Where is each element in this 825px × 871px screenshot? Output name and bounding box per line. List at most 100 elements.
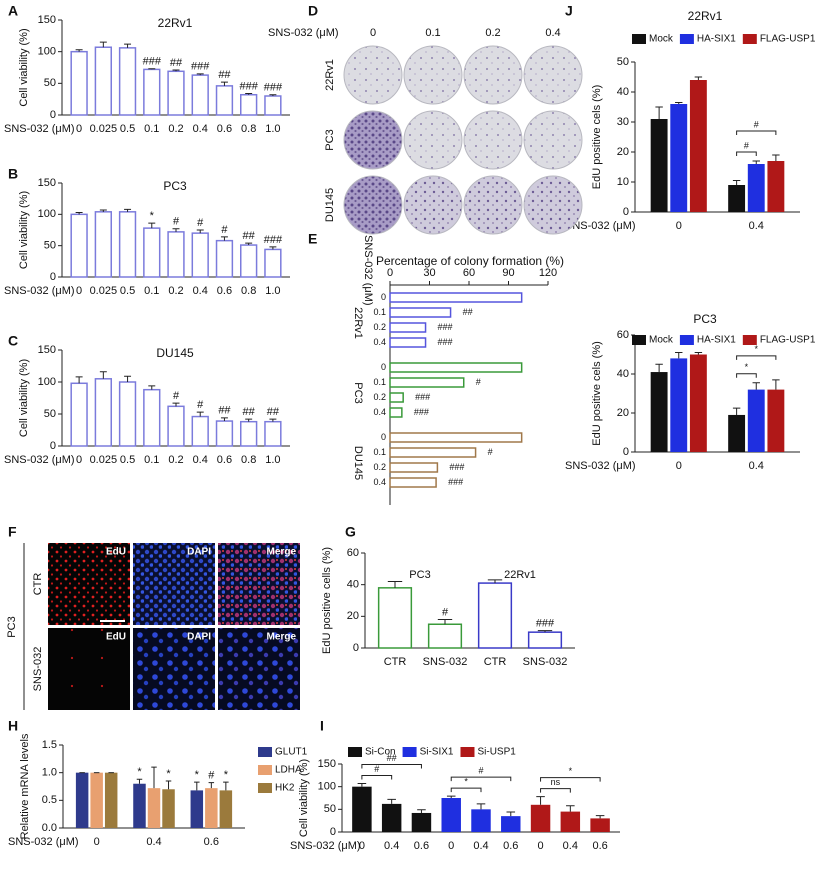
bar: [219, 790, 233, 828]
bar: [389, 307, 452, 318]
error-bar: [99, 41, 107, 48]
x-tick-label: 0.6: [204, 836, 219, 848]
significance-label: ###: [536, 617, 555, 629]
x-tick-label: 0.2: [168, 454, 183, 466]
error-bar: [172, 402, 180, 407]
significance-label: *: [166, 768, 171, 780]
error-bar: [537, 630, 553, 633]
panel-letter: A: [8, 3, 18, 19]
significance-label: #: [173, 390, 180, 402]
significance-label: ###: [414, 407, 429, 417]
bar: [389, 462, 439, 473]
x-tick-label: 0.4: [193, 454, 208, 466]
x-tick-label: 0.2: [168, 123, 183, 135]
bar: [191, 415, 209, 447]
legend-label: Mock: [649, 34, 674, 45]
comparison-label: *: [745, 362, 749, 372]
error-bar: [196, 411, 204, 417]
colony-plate: [523, 175, 583, 235]
panel-letter: E: [308, 231, 317, 247]
micrograph: [133, 628, 215, 710]
colony-plate: [343, 45, 403, 105]
y-tick-label: 40: [617, 368, 629, 380]
bar: [352, 786, 372, 832]
colony-plate: [403, 110, 463, 170]
x-tick-label: 0.5: [120, 123, 135, 135]
bar: [650, 372, 668, 452]
y-tick-label: 50: [617, 56, 629, 68]
y-tick-label: 0.4: [373, 337, 386, 347]
legend-swatch: [632, 335, 646, 345]
y-tick-label: 0: [381, 292, 386, 302]
significance-label: ###: [191, 61, 210, 73]
x-tick-label: 0.8: [241, 285, 256, 297]
bar: [240, 420, 258, 447]
comparison-label: *: [569, 766, 573, 776]
y-tick-label: 0.1: [373, 377, 386, 387]
x-tick-label: 0.2: [168, 285, 183, 297]
error-bar: [194, 781, 200, 791]
y-tick-label: 0: [381, 432, 386, 442]
error-bar: [752, 160, 760, 164]
error-bar: [99, 371, 107, 379]
y-tick-label: 0.4: [373, 477, 386, 487]
group-label: DU145: [352, 446, 364, 480]
error-bar: [566, 805, 575, 812]
comparison-label: *: [464, 777, 468, 787]
error-bar: [752, 382, 760, 390]
bar: [389, 432, 523, 443]
error-bar: [148, 68, 156, 70]
micrograph: [133, 543, 215, 625]
y-tick-label: 60: [617, 329, 629, 341]
x-tick-label: SNS-032: [423, 656, 468, 668]
y-tick-label: 1.0: [42, 767, 57, 779]
significance-label: #: [476, 377, 481, 387]
chart-title: 22Rv1: [688, 9, 723, 23]
significance-label: ###: [448, 477, 463, 487]
legend-label: HK2: [275, 783, 295, 794]
significance-label: ##: [463, 307, 473, 317]
x-tick-label: 0.4: [473, 840, 488, 852]
comparison-label: ##: [387, 753, 397, 763]
legend-swatch: [679, 335, 694, 345]
y-tick-label: 0.2: [373, 322, 386, 332]
x-tick-label: 0.5: [120, 285, 135, 297]
error-bar: [772, 154, 780, 161]
error-bar: [223, 781, 229, 791]
legend-swatch: [679, 34, 694, 44]
y-tick-label: 100: [38, 208, 56, 220]
bar: [147, 788, 161, 828]
significance-label: *: [224, 769, 229, 781]
error-bar: [417, 809, 426, 813]
legend-label: Si-USP1: [477, 747, 516, 758]
error-bar: [220, 417, 228, 422]
x-tick-label: 0: [76, 454, 82, 466]
bar: [389, 447, 477, 458]
bar: [167, 70, 185, 116]
y-tick-label: 30: [617, 116, 629, 128]
bar: [215, 420, 234, 447]
x-tick-label: 0.5: [120, 454, 135, 466]
legend-swatch: [258, 747, 272, 757]
significance-label: *: [195, 769, 200, 781]
comparison-bracket: [450, 776, 512, 782]
error-bar: [220, 81, 228, 86]
significance-label: #: [221, 224, 228, 236]
comparison-bracket: [736, 373, 757, 378]
x-tick-label: 90: [502, 267, 514, 279]
bar: [205, 788, 218, 828]
error-bar: [75, 376, 83, 384]
error-bar: [99, 209, 107, 212]
bar: [389, 337, 427, 348]
channel-label: EdU: [106, 632, 126, 643]
error-bar: [245, 418, 253, 422]
error-bar: [124, 208, 132, 212]
bar: [411, 812, 432, 832]
chart-title: PC3: [163, 179, 187, 193]
x-tick-label: 0.025: [90, 123, 118, 135]
bar: [215, 239, 234, 278]
bar: [689, 80, 707, 212]
legend-swatch: [742, 335, 757, 345]
x-tick-label: 0.6: [217, 123, 232, 135]
bar: [560, 811, 581, 832]
